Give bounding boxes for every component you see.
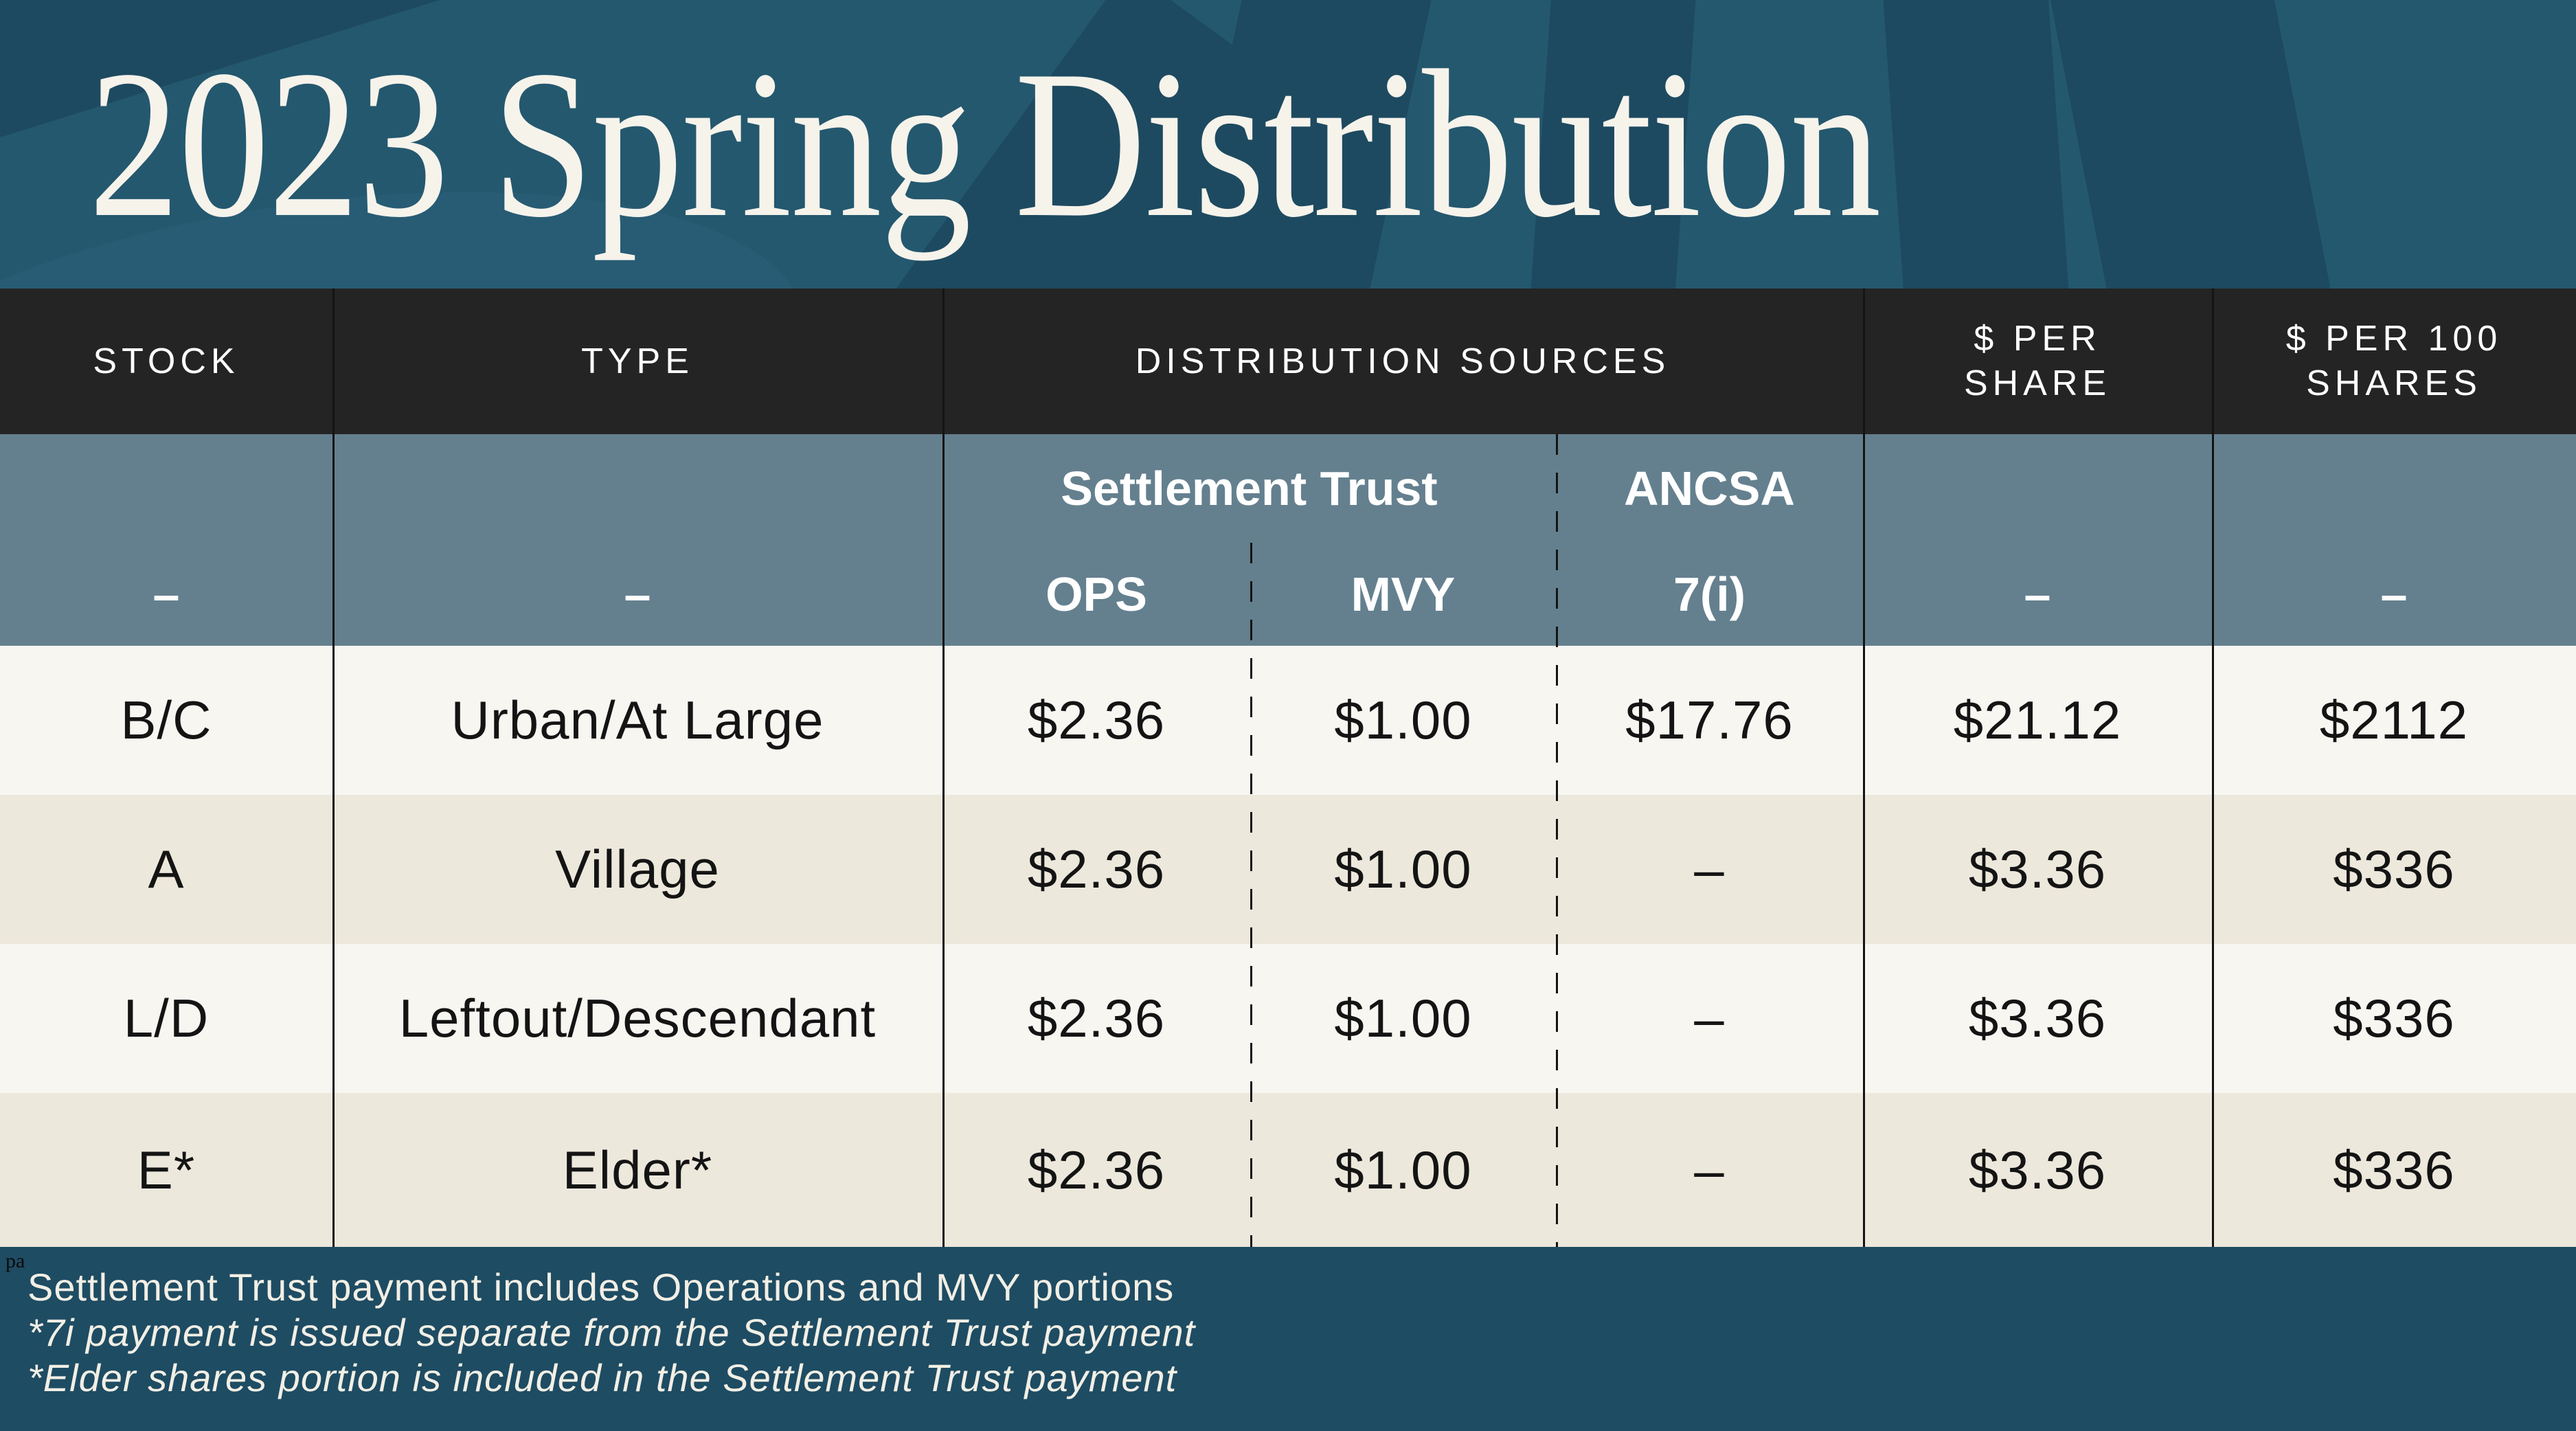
table-row: B/C Urban/At Large $2.36 $1.00 $17.76 $2…: [0, 646, 2576, 795]
page-title: 2023 Spring Distribution: [89, 27, 1881, 261]
cell-stock: E*: [137, 1139, 196, 1200]
cell-mvy: $1.00: [1334, 839, 1472, 899]
cell-7i: –: [1694, 1139, 1725, 1200]
cell-mvy: $1.00: [1334, 1139, 1472, 1200]
cell-type: Urban/At Large: [451, 690, 824, 750]
cell-ops: $2.36: [1027, 988, 1166, 1048]
cell-type: Village: [555, 839, 720, 899]
cell-per-100: $336: [2333, 839, 2455, 899]
table-header-row: STOCK TYPE DISTRIBUTION SOURCES $ PER SH…: [0, 289, 2576, 434]
subheader-dash: –: [624, 567, 651, 621]
subheader-ops: OPS: [1046, 567, 1147, 621]
print-artifact: pa: [5, 1250, 25, 1272]
table-row: A Village $2.36 $1.00 – $3.36 $336: [0, 795, 2576, 944]
footnotes: pa Settlement Trust payment includes Ope…: [0, 1247, 2576, 1431]
table-row: E* Elder* $2.36 $1.00 – $3.36 $336: [0, 1093, 2576, 1247]
cell-per-100: $336: [2333, 1139, 2455, 1200]
footnote-line: Settlement Trust payment includes Operat…: [27, 1265, 1175, 1309]
header-per-share: $ PER SHARE: [1963, 319, 2112, 403]
footnote-line: *Elder shares portion is included in the…: [27, 1356, 1177, 1399]
header-type: TYPE: [581, 341, 694, 381]
cell-ops: $2.36: [1027, 1139, 1166, 1200]
header-per-100-shares: $ PER 100 SHARES: [2285, 319, 2502, 403]
cell-stock: L/D: [123, 988, 210, 1048]
cell-per-share: $3.36: [1968, 988, 2107, 1048]
cell-per-share: $21.12: [1953, 690, 2122, 750]
subheader-dash: –: [152, 567, 180, 621]
table-row: L/D Leftout/Descendant $2.36 $1.00 – $3.…: [0, 944, 2576, 1093]
table-subheader: Settlement Trust ANCSA – – OPS MVY 7(i) …: [0, 434, 2576, 646]
cell-ops: $2.36: [1027, 839, 1166, 899]
cell-per-share: $3.36: [1968, 839, 2107, 899]
cell-type: Elder*: [562, 1139, 713, 1200]
cell-7i: –: [1694, 988, 1725, 1048]
cell-7i: $17.76: [1625, 690, 1794, 750]
subheader-ancsa: ANCSA: [1624, 462, 1795, 515]
cell-stock: B/C: [120, 690, 212, 750]
subheader-settlement-trust: Settlement Trust: [1061, 462, 1438, 515]
cell-mvy: $1.00: [1334, 988, 1472, 1048]
subheader-source-row: – – OPS MVY 7(i) – –: [0, 543, 2576, 646]
title-banner: 2023 Spring Distribution: [0, 0, 2576, 289]
cell-ops: $2.36: [1027, 690, 1166, 750]
cell-per-100: $336: [2333, 988, 2455, 1048]
subheader-mvy: MVY: [1351, 567, 1456, 621]
header-distribution-sources: DISTRIBUTION SOURCES: [1135, 341, 1671, 381]
cell-per-share: $3.36: [1968, 1139, 2107, 1200]
header-stock: STOCK: [93, 341, 240, 381]
footnote-line: *7i payment is issued separate from the …: [27, 1311, 1196, 1354]
subheader-dash: –: [2380, 567, 2408, 621]
cell-7i: –: [1694, 839, 1725, 899]
cell-per-100: $2112: [2319, 690, 2469, 750]
subheader-dash: –: [2024, 567, 2051, 621]
distribution-table: STOCK TYPE DISTRIBUTION SOURCES $ PER SH…: [0, 289, 2576, 1247]
cell-type: Leftout/Descendant: [398, 988, 877, 1048]
cell-stock: A: [148, 839, 185, 899]
cell-mvy: $1.00: [1334, 690, 1472, 750]
subheader-7i: 7(i): [1673, 567, 1745, 621]
